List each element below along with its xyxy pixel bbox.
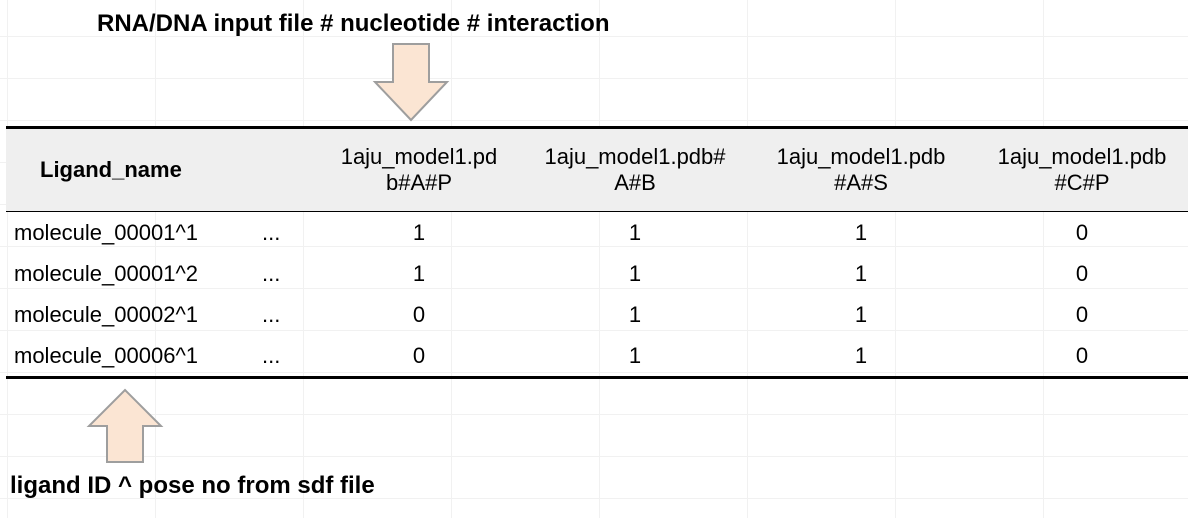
column-header: 1aju_model1.pd b#A#P: [314, 126, 524, 212]
column-header-ligand-name: Ligand_name: [6, 126, 256, 212]
arrow-up-icon: [86, 388, 164, 463]
column-header-line1: 1aju_model1.pd: [340, 144, 498, 169]
value-cell: 1: [854, 301, 868, 327]
table-header-row: Ligand_name 1aju_model1.pd b#A#P 1aju_mo…: [6, 126, 1188, 212]
column-header: 1aju_model1.pdb# A#B: [524, 126, 746, 212]
column-header-line2: b#A#P: [385, 170, 453, 195]
value-cell: 1: [628, 301, 642, 327]
column-header-line2: #C#P: [1054, 170, 1110, 195]
ligand-name-cell: molecule_00006^1: [6, 335, 256, 379]
table-row: molecule_00002^1 ... 0 1 1 0: [6, 294, 1188, 335]
annotation-top: RNA/DNA input file # nucleotide # intera…: [97, 10, 610, 37]
column-header: 1aju_model1.pdb #C#P: [976, 126, 1188, 212]
table-row: molecule_00006^1 ... 0 1 1 0: [6, 335, 1188, 379]
value-cell: 1: [412, 260, 426, 286]
column-header-line1: 1aju_model1.pdb#: [544, 144, 726, 169]
value-cell: 1: [854, 219, 868, 245]
ligand-name-cell: molecule_00001^2: [14, 260, 199, 286]
column-header-line1: 1aju_model1.pdb: [997, 144, 1167, 169]
ellipsis-cell: ...: [256, 335, 314, 379]
ellipsis-cell: ...: [262, 301, 281, 327]
column-header-line2: #A#S: [834, 170, 888, 195]
ellipsis-cell: ...: [262, 260, 281, 286]
ellipsis-cell: ...: [262, 219, 281, 245]
value-cell: 0: [412, 301, 426, 327]
ligand-name-cell: molecule_00001^1: [14, 219, 199, 245]
column-header-spacer: [256, 126, 314, 212]
interaction-table: Ligand_name 1aju_model1.pd b#A#P 1aju_mo…: [6, 126, 1188, 379]
value-cell: 1: [746, 335, 976, 379]
value-cell: 0: [1075, 219, 1089, 245]
value-cell: 0: [1075, 260, 1089, 286]
value-cell: 1: [412, 219, 426, 245]
value-cell: 1: [854, 260, 868, 286]
annotation-bottom: ligand ID ^ pose no from sdf file: [10, 472, 375, 499]
column-header-line1: 1aju_model1.pdb: [776, 144, 946, 169]
table-row: molecule_00001^1 ... 1 1 1 0: [6, 212, 1188, 254]
column-header: 1aju_model1.pdb #A#S: [746, 126, 976, 212]
value-cell: 1: [628, 260, 642, 286]
table-row: molecule_00001^2 ... 1 1 1 0: [6, 253, 1188, 294]
value-cell: 0: [314, 335, 524, 379]
value-cell: 1: [628, 219, 642, 245]
value-cell: 1: [524, 335, 746, 379]
value-cell: 0: [1075, 301, 1089, 327]
column-header-line2: A#B: [614, 170, 656, 195]
arrow-down-icon: [372, 43, 450, 122]
ligand-name-cell: molecule_00002^1: [14, 301, 199, 327]
value-cell: 0: [976, 335, 1188, 379]
